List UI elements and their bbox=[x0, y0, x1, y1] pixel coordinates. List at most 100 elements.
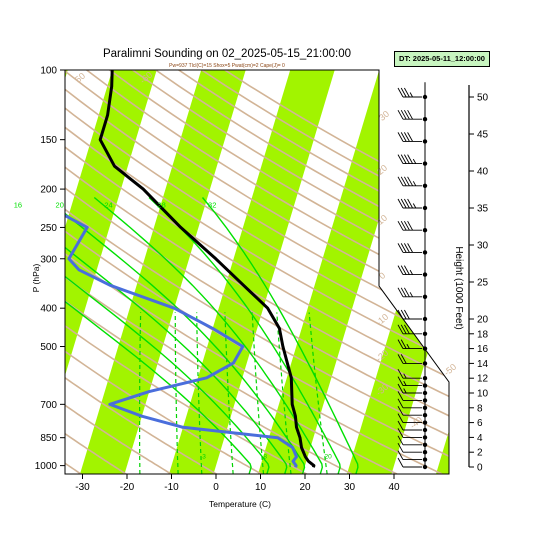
wind-barb bbox=[397, 413, 428, 425]
wind-barb-flag bbox=[397, 154, 404, 164]
dry-adiabat bbox=[65, 70, 398, 474]
wind-barb-flag bbox=[397, 287, 404, 298]
dry-adiabat-label: 50 bbox=[73, 71, 87, 85]
dry-adiabat bbox=[65, 70, 449, 474]
wind-barb-station bbox=[422, 383, 428, 388]
wind-barb-station bbox=[422, 457, 428, 462]
wind-barb-station bbox=[422, 398, 428, 403]
wind-barb-station bbox=[422, 427, 428, 433]
wind-barb bbox=[397, 391, 428, 403]
moist-adiabat-label: 16 bbox=[14, 200, 22, 209]
wind-barb-flag bbox=[404, 220, 410, 231]
wind-barb-flag bbox=[397, 420, 404, 431]
wind-barb-flag bbox=[397, 243, 404, 253]
wind-barb-flag bbox=[400, 109, 407, 120]
height-tick-label: 12 bbox=[477, 374, 489, 385]
sounding-profiles bbox=[65, 70, 316, 468]
wind-barb-flag bbox=[397, 391, 404, 401]
dry-adiabat bbox=[65, 70, 449, 474]
mixing-ratio-label: 8 bbox=[263, 454, 267, 461]
wind-barb-station bbox=[422, 250, 428, 255]
pressure-tick-label: 200 bbox=[40, 185, 57, 196]
wind-barb-flag bbox=[397, 176, 404, 187]
wind-barb-station bbox=[422, 376, 428, 381]
dry-adiabat bbox=[65, 70, 449, 474]
wind-barb bbox=[397, 109, 428, 122]
dry-adiabat bbox=[65, 70, 443, 474]
wind-barb-flag bbox=[397, 376, 404, 386]
pressure-tick-label: 100 bbox=[40, 66, 57, 77]
pressure-tick-label: 250 bbox=[40, 223, 57, 234]
moist-adiabat bbox=[148, 196, 341, 474]
temperature-tick-label: 40 bbox=[388, 482, 400, 493]
mixing-ratio-line bbox=[276, 312, 292, 474]
pressure-tick-label: 150 bbox=[40, 135, 57, 146]
moist-adiabat-label: 32 bbox=[208, 200, 216, 209]
mixing-ratio-line bbox=[308, 312, 328, 474]
wind-barb-station bbox=[422, 464, 428, 470]
dry-adiabat bbox=[65, 70, 449, 474]
height-tick-label: 4 bbox=[477, 433, 483, 444]
height-tick-label: 10 bbox=[477, 389, 489, 400]
wind-barb-half-flag bbox=[409, 269, 413, 275]
dry-adiabat-label: 0 bbox=[377, 270, 387, 281]
wind-barb bbox=[397, 176, 428, 188]
height-tick-label: 40 bbox=[477, 167, 489, 178]
mixing-ratio-line bbox=[196, 312, 203, 474]
wind-barb-flag bbox=[400, 220, 407, 231]
wind-barb bbox=[397, 198, 428, 211]
wind-barb-station bbox=[422, 94, 428, 100]
wind-barb-flag bbox=[404, 265, 410, 275]
height-tick-label: 16 bbox=[477, 344, 489, 355]
wind-barb bbox=[397, 309, 428, 322]
wind-barb-flag bbox=[397, 354, 404, 364]
wind-barb-flag bbox=[397, 265, 404, 275]
dewpoint-profile bbox=[65, 70, 298, 468]
wind-barb-station bbox=[422, 331, 428, 336]
wind-barb-flag bbox=[404, 87, 410, 98]
wind-barb-flag bbox=[400, 87, 407, 98]
wind-barb-flag bbox=[397, 405, 404, 416]
dry-adiabat bbox=[65, 70, 307, 474]
pressure-tick-label: 400 bbox=[40, 304, 57, 315]
pressure-tick-label: 300 bbox=[40, 254, 57, 265]
mixing-ratio-line bbox=[224, 312, 234, 474]
height-tick-label: 30 bbox=[477, 241, 489, 252]
datetime-badge: DT: 2025-05-11_12:00:00 bbox=[394, 51, 490, 67]
wind-barb-half-flag bbox=[406, 343, 410, 349]
height-tick-label: 20 bbox=[477, 315, 489, 326]
wind-barb bbox=[397, 368, 428, 381]
wind-barb-station bbox=[422, 361, 428, 366]
moist-adiabats bbox=[65, 196, 359, 474]
dry-adiabat bbox=[65, 70, 449, 474]
y-axis-label: P (hPa) bbox=[31, 264, 41, 293]
wind-barbs bbox=[397, 82, 428, 470]
chart-subtitle: Pw=937 Tlcl(C)=15 Shox=5 Pwat(cm)=2 Cape… bbox=[169, 63, 285, 69]
wind-barb bbox=[397, 87, 428, 100]
wind-barb-half-flag bbox=[412, 203, 417, 209]
right-axis-label: Height (1000 Feet) bbox=[453, 246, 464, 329]
wind-barb bbox=[397, 324, 428, 336]
wind-barb-flag bbox=[400, 309, 407, 320]
wind-barb-flag bbox=[404, 176, 410, 187]
moist-adiabat-label: 28 bbox=[157, 200, 165, 209]
wind-barb-station bbox=[422, 420, 428, 425]
wind-barb-station bbox=[422, 228, 428, 233]
wind-barb-station bbox=[422, 272, 428, 277]
wind-barb-flag bbox=[400, 198, 407, 209]
height-tick-label: 18 bbox=[477, 329, 489, 340]
wind-barb-flag bbox=[407, 243, 413, 253]
pressure-tick-label: 500 bbox=[40, 342, 57, 353]
wind-barb-flag bbox=[397, 413, 404, 423]
temperature-profile bbox=[98, 70, 316, 468]
wind-barb-half-flag bbox=[403, 388, 407, 394]
wind-barb-flag bbox=[407, 109, 413, 120]
wind-barb-station bbox=[422, 161, 428, 166]
wind-barb-flag bbox=[397, 109, 404, 120]
dry-adiabat bbox=[65, 70, 262, 474]
temperature-tick-label: 20 bbox=[299, 482, 311, 493]
dry-adiabat bbox=[65, 70, 127, 474]
wind-barb-station bbox=[422, 450, 428, 455]
moist-adiabat bbox=[93, 196, 324, 474]
isotherm-band bbox=[80, 70, 246, 474]
